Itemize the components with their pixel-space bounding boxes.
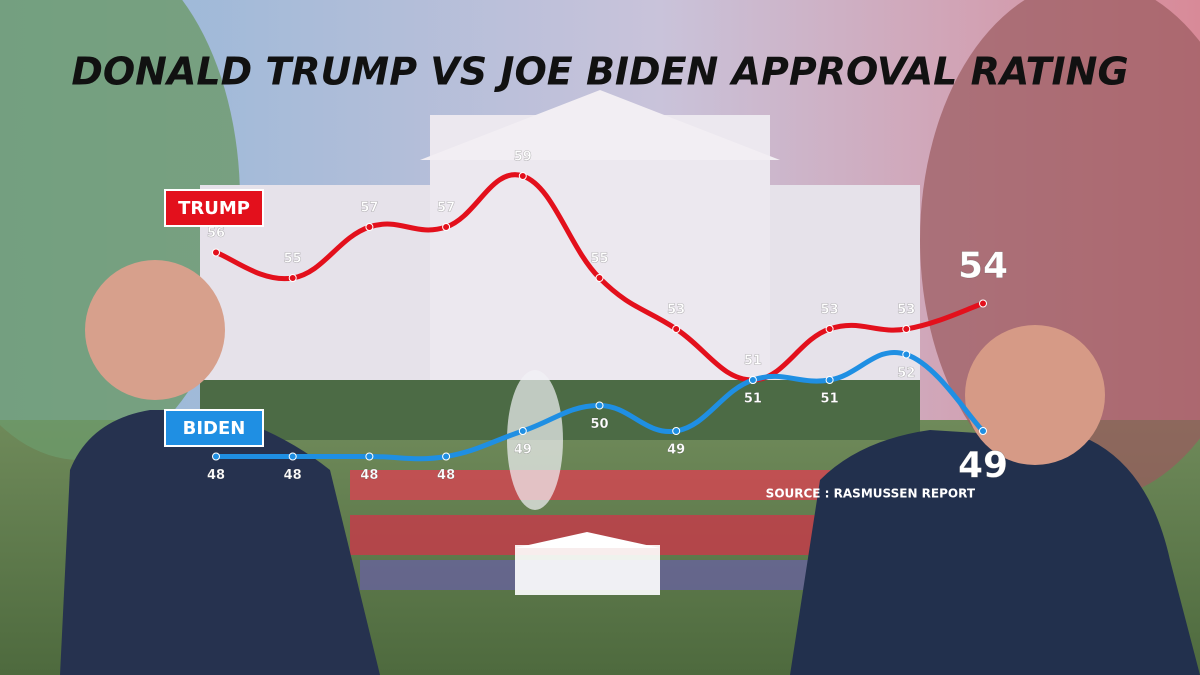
chart-title: DONALD TRUMP VS JOE BIDEN APPROVAL RATIN… <box>71 50 1128 94</box>
value-label: 49 <box>958 445 1008 486</box>
point <box>442 452 451 461</box>
point <box>672 325 681 333</box>
value-label: 49 <box>514 443 532 458</box>
value-label: 55 <box>590 252 608 267</box>
value-label: 48 <box>437 468 455 483</box>
value-label: 54 <box>958 246 1008 287</box>
point <box>365 223 374 231</box>
point <box>442 223 451 231</box>
point <box>518 427 527 435</box>
point <box>825 376 834 384</box>
value-label: 57 <box>437 201 455 216</box>
value-label: 53 <box>667 303 685 318</box>
point <box>595 401 604 410</box>
point <box>902 350 911 359</box>
value-label: 48 <box>207 468 225 483</box>
value-label: 51 <box>821 392 839 407</box>
legend-label: TRUMP <box>178 198 250 219</box>
value-label: 53 <box>821 303 839 318</box>
point <box>979 427 987 435</box>
legend-box <box>164 409 264 447</box>
value-label: 55 <box>284 252 302 267</box>
point <box>288 452 297 461</box>
point <box>979 299 987 308</box>
value-label: 56 <box>207 226 225 241</box>
point <box>365 452 374 461</box>
series-line <box>213 350 986 462</box>
legend-box <box>164 189 264 227</box>
value-label: 52 <box>897 366 915 381</box>
point <box>212 248 220 257</box>
point <box>288 274 297 282</box>
legend-label: BIDEN <box>183 418 246 439</box>
value-label: 59 <box>514 150 532 165</box>
point <box>518 172 527 180</box>
point <box>212 452 220 461</box>
value-label: 50 <box>590 417 608 432</box>
value-label: 51 <box>744 354 762 369</box>
point <box>902 325 911 333</box>
source-note: SOURCE : RASMUSSEN REPORT <box>766 487 976 501</box>
point <box>672 427 681 435</box>
value-label: 57 <box>360 201 378 216</box>
value-label: 49 <box>667 443 685 458</box>
value-label: 51 <box>744 392 762 407</box>
value-label: 53 <box>897 303 915 318</box>
point <box>748 376 757 384</box>
value-label: 48 <box>360 468 378 483</box>
point <box>595 274 604 282</box>
value-label: 48 <box>284 468 302 483</box>
point <box>825 325 834 333</box>
